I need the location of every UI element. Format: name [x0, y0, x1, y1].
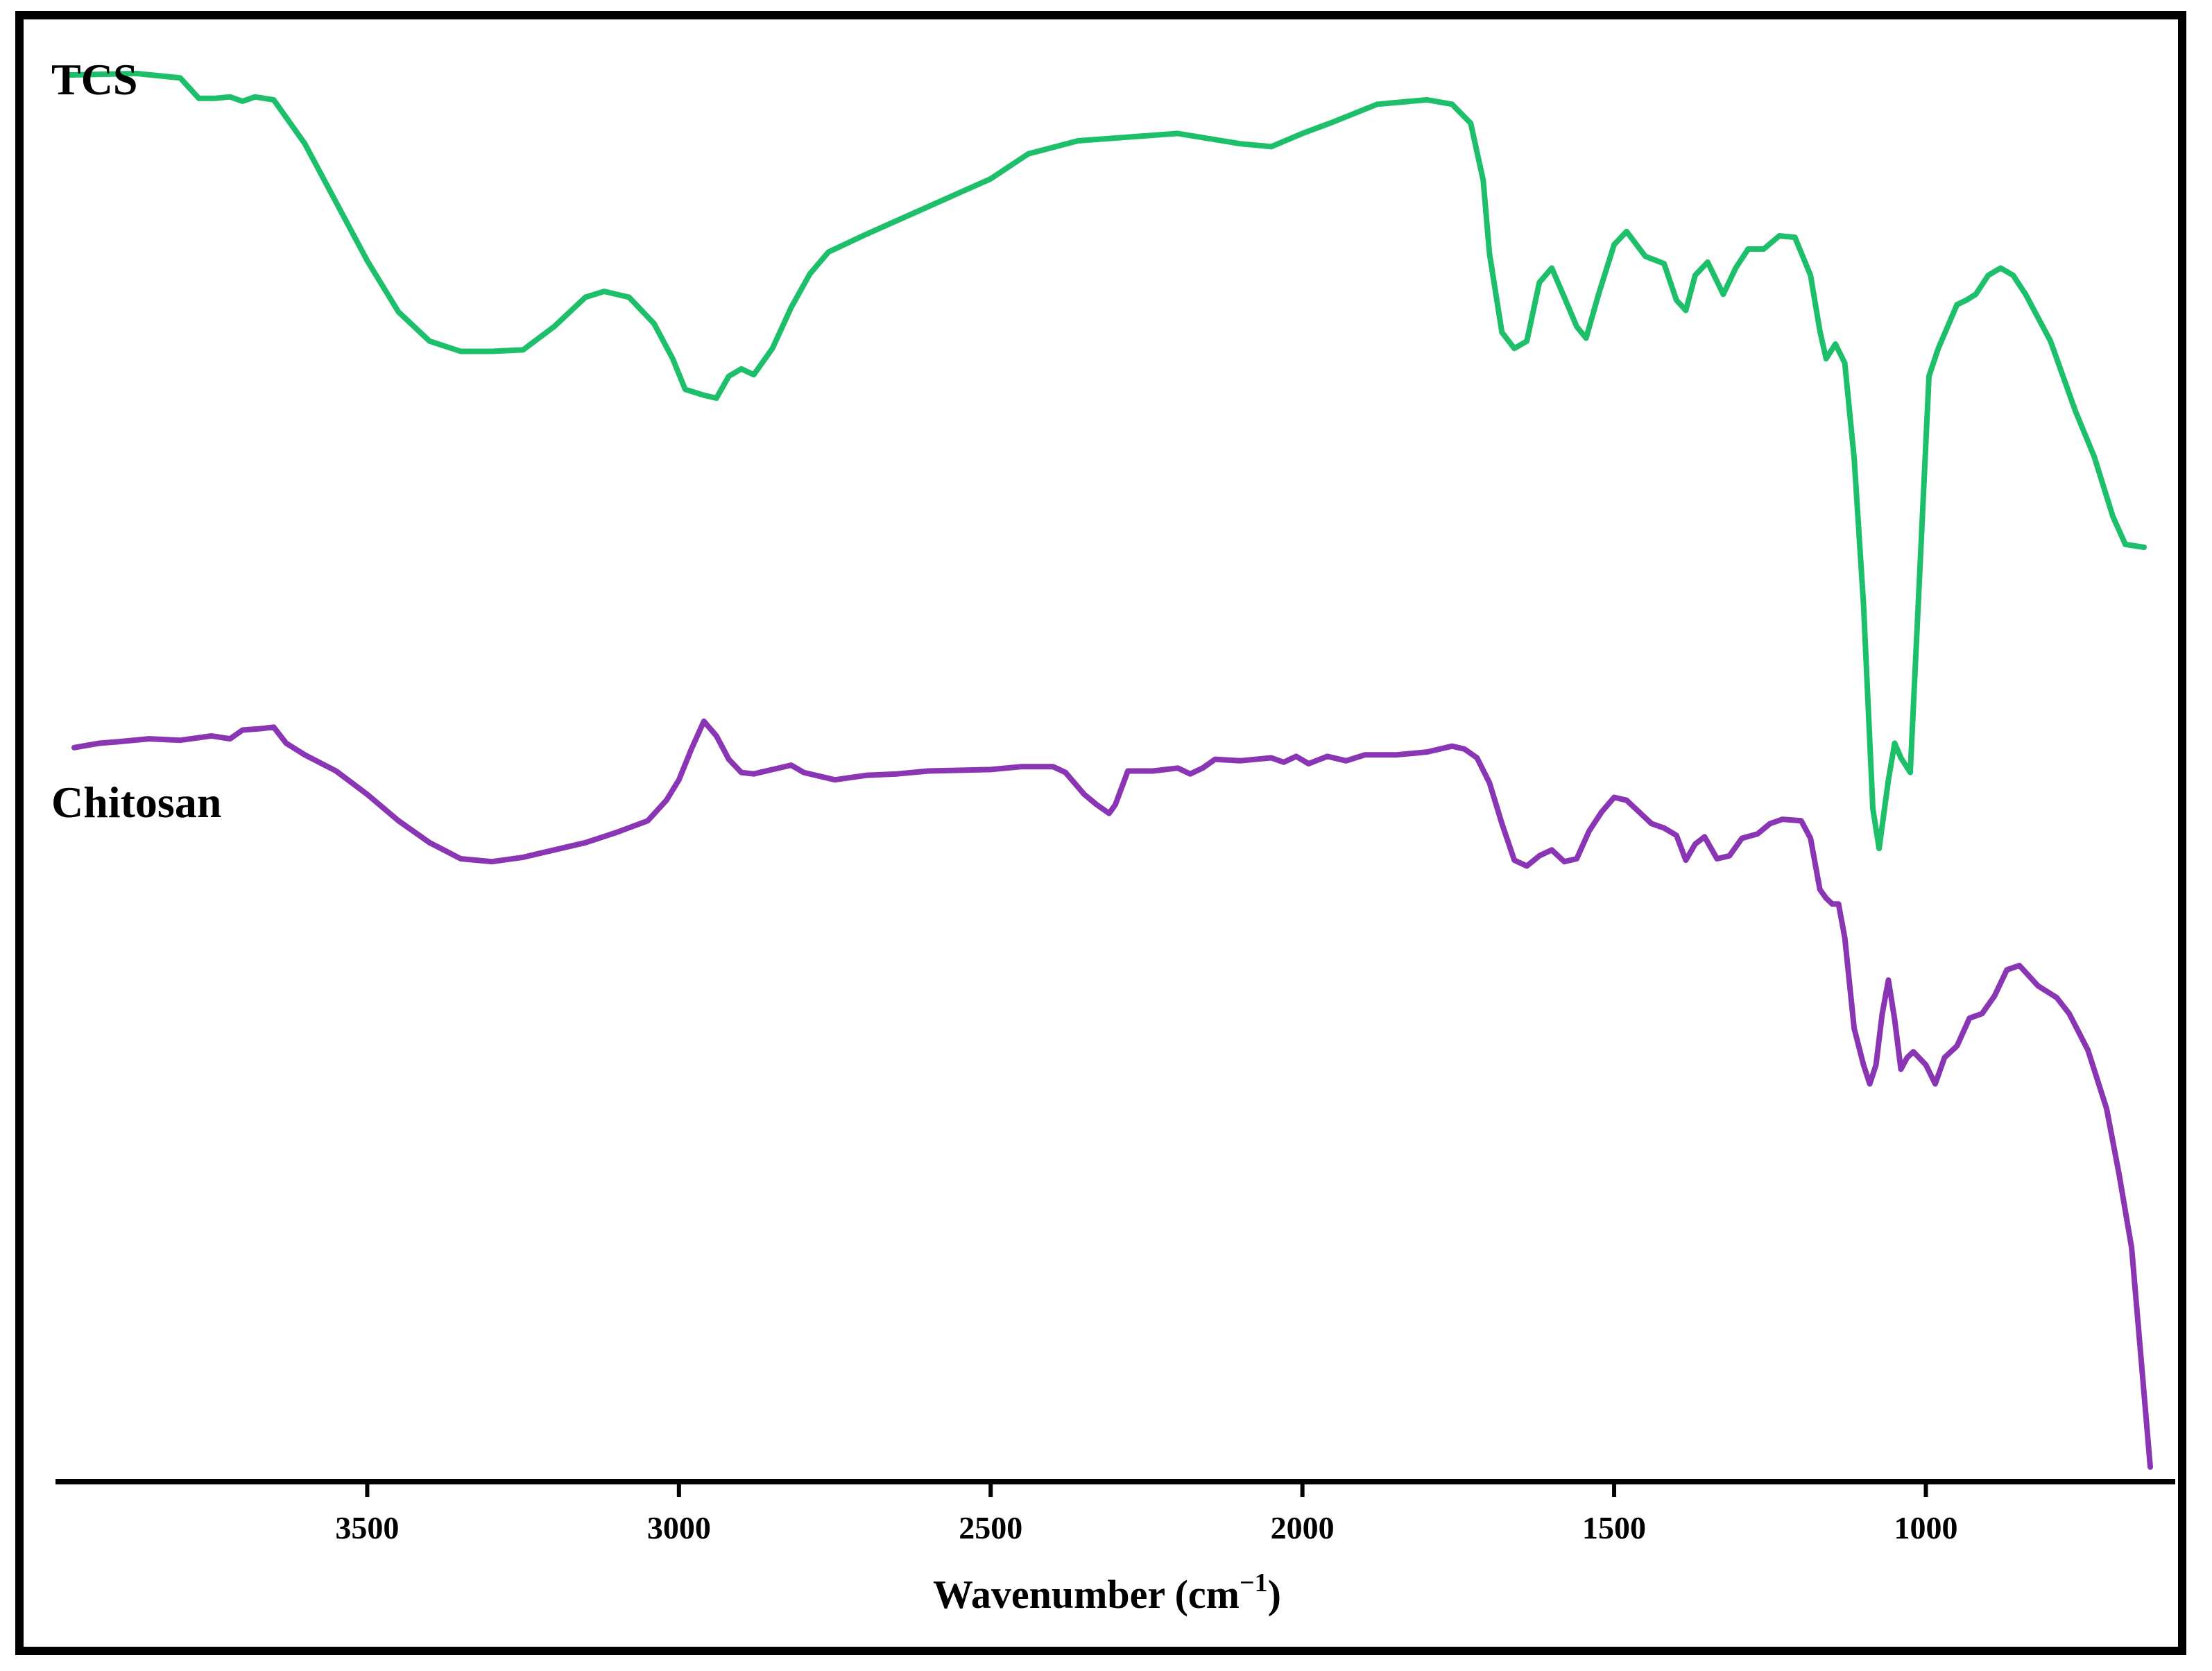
- x-tick-layer: 3500 3000 2500 2000 1500 1000: [335, 1482, 1957, 1545]
- x-axis-title-close: ): [1268, 1572, 1281, 1617]
- series-label-chitosan: Chitosan: [51, 778, 221, 827]
- series-label-tcs: TCS: [51, 55, 138, 104]
- series-line-tcs: [65, 71, 2147, 852]
- ftir-spectrum-chart: 3500 3000 2500 2000 1500 1000 TCS Chitosan Wa…: [51, 55, 2175, 1617]
- x-tick-label: 2000: [1271, 1510, 1335, 1545]
- x-tick-label: 3500: [335, 1510, 399, 1545]
- series-layer: [65, 71, 2153, 1470]
- series-line-chitosan: [71, 718, 2153, 1470]
- x-tick-label: 1000: [1894, 1510, 1957, 1545]
- x-tick-label: 3000: [647, 1510, 711, 1545]
- x-tick-label: 1500: [1582, 1510, 1646, 1545]
- x-axis-title: Wavenumber (cm−1): [933, 1568, 1281, 1617]
- figure-frame: 3500 3000 2500 2000 1500 1000 TCS Chitosan Wa…: [15, 11, 2186, 1655]
- x-axis-title-superscript: −1: [1240, 1568, 1268, 1597]
- x-tick-label: 2500: [959, 1510, 1022, 1545]
- x-axis-title-text: Wavenumber (cm: [933, 1572, 1240, 1617]
